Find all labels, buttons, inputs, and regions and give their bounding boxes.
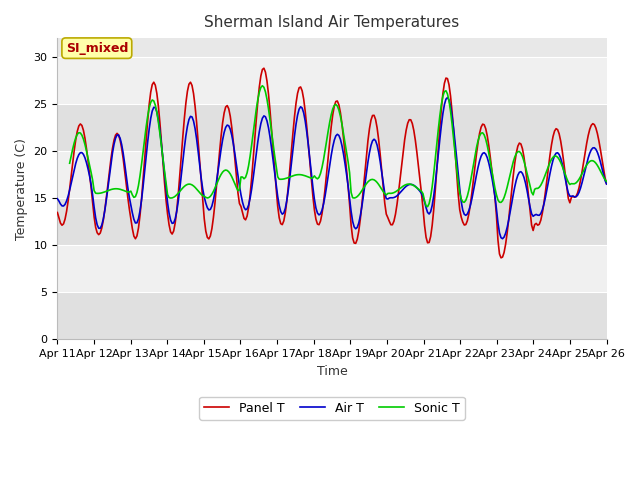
Air T [603, 181, 611, 187]
Panel T [295, 85, 303, 91]
Bar [58, 292, 607, 339]
X-axis label: Time: Time [317, 365, 348, 378]
Legend: Panel T, Air T, Sonic T: Panel T, Air T, Sonic T [199, 397, 465, 420]
Panel T [121, 168, 129, 174]
Air T [294, 112, 301, 118]
Text: SI_mixed: SI_mixed [66, 42, 128, 55]
Sonic T [603, 179, 611, 184]
Panel T [260, 65, 268, 71]
Air T [244, 202, 252, 208]
Bar [58, 57, 607, 104]
Panel T [54, 210, 61, 216]
Air T [121, 161, 129, 167]
Panel T [497, 255, 505, 261]
Sonic T [572, 180, 580, 186]
Sonic T [121, 188, 129, 194]
Panel T [244, 204, 252, 210]
Air T [236, 183, 243, 189]
Title: Sherman Island Air Temperatures: Sherman Island Air Temperatures [204, 15, 460, 30]
Panel T [236, 201, 243, 206]
Bar [58, 151, 607, 198]
Line: Air T: Air T [58, 97, 607, 239]
Sonic T [236, 187, 243, 192]
Bar [58, 198, 607, 245]
Panel T [603, 181, 611, 187]
Air T [499, 236, 506, 241]
Panel T [575, 185, 583, 191]
Bar [58, 104, 607, 151]
Air T [217, 146, 225, 152]
Bar [58, 245, 607, 292]
Panel T [217, 133, 225, 139]
Air T [575, 190, 583, 195]
Line: Panel T: Panel T [58, 68, 607, 258]
Sonic T [294, 172, 301, 178]
Y-axis label: Temperature (C): Temperature (C) [15, 138, 28, 240]
Air T [54, 196, 61, 202]
Air T [444, 95, 451, 100]
Line: Sonic T: Sonic T [70, 86, 607, 207]
Sonic T [217, 171, 225, 177]
Sonic T [244, 163, 252, 168]
